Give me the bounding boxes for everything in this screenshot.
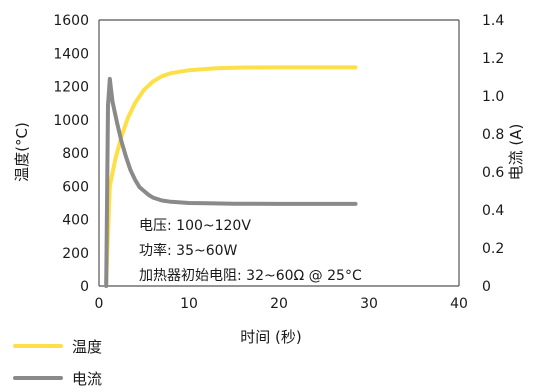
annotation-power: 功率: 35~60W — [139, 242, 238, 259]
legend-label-current: 电流 — [72, 370, 102, 388]
x-tick-label: 20 — [270, 296, 288, 312]
x-axis-title: 时间 (秒) — [240, 328, 301, 346]
annotation-resistance: 加热器初始电阻: 32~60Ω @ 25°C — [139, 267, 362, 284]
right-y-tick-label: 1.0 — [482, 89, 504, 105]
right-y-axis-title: 电流 (A) — [507, 124, 525, 181]
legend: 温度 电流 — [13, 338, 102, 388]
right-y-tick-label: 0.2 — [482, 241, 504, 257]
left-y-tick-label: 0 — [80, 279, 89, 295]
left-y-tick-label: 1200 — [53, 80, 89, 96]
axes — [98, 19, 460, 287]
x-tick-labels: 0 10 20 30 40 — [95, 296, 468, 312]
right-y-tick-labels: 0 0.2 0.4 0.6 0.8 1.0 1.2 1.4 — [482, 13, 504, 295]
right-y-tick-label: 1.2 — [482, 51, 504, 67]
annotation-voltage: 电压: 100~120V — [139, 218, 251, 234]
right-y-tick-label: 0.4 — [482, 203, 504, 219]
x-tick-label: 10 — [180, 296, 198, 312]
right-y-tick-label: 0.6 — [482, 165, 504, 181]
spec-annotations: 电压: 100~120V 功率: 35~60W 加热器初始电阻: 32~60Ω … — [139, 218, 362, 284]
left-y-tick-label: 800 — [62, 146, 89, 162]
left-y-tick-labels: 0 200 400 600 800 1000 1200 1400 1600 — [53, 13, 89, 295]
current-line — [104, 76, 358, 288]
left-y-tick-label: 200 — [62, 246, 89, 262]
left-y-axis-title: 温度(°C) — [13, 122, 31, 182]
x-tick-label: 0 — [95, 296, 104, 312]
x-tick-label: 30 — [360, 296, 378, 312]
x-tick-label: 40 — [450, 296, 468, 312]
left-y-tick-label: 1600 — [53, 13, 89, 29]
temperature-line — [104, 65, 358, 285]
left-y-tick-label: 1000 — [53, 113, 89, 129]
left-y-tick-label: 1400 — [53, 46, 89, 62]
right-y-tick-label: 0.8 — [482, 127, 504, 143]
right-y-tick-label: 0 — [482, 279, 491, 295]
left-y-tick-label: 600 — [62, 179, 89, 195]
series-lines — [104, 65, 358, 288]
left-y-tick-label: 400 — [62, 213, 89, 229]
legend-label-temperature: 温度 — [72, 338, 102, 356]
right-y-tick-label: 1.4 — [482, 13, 504, 29]
